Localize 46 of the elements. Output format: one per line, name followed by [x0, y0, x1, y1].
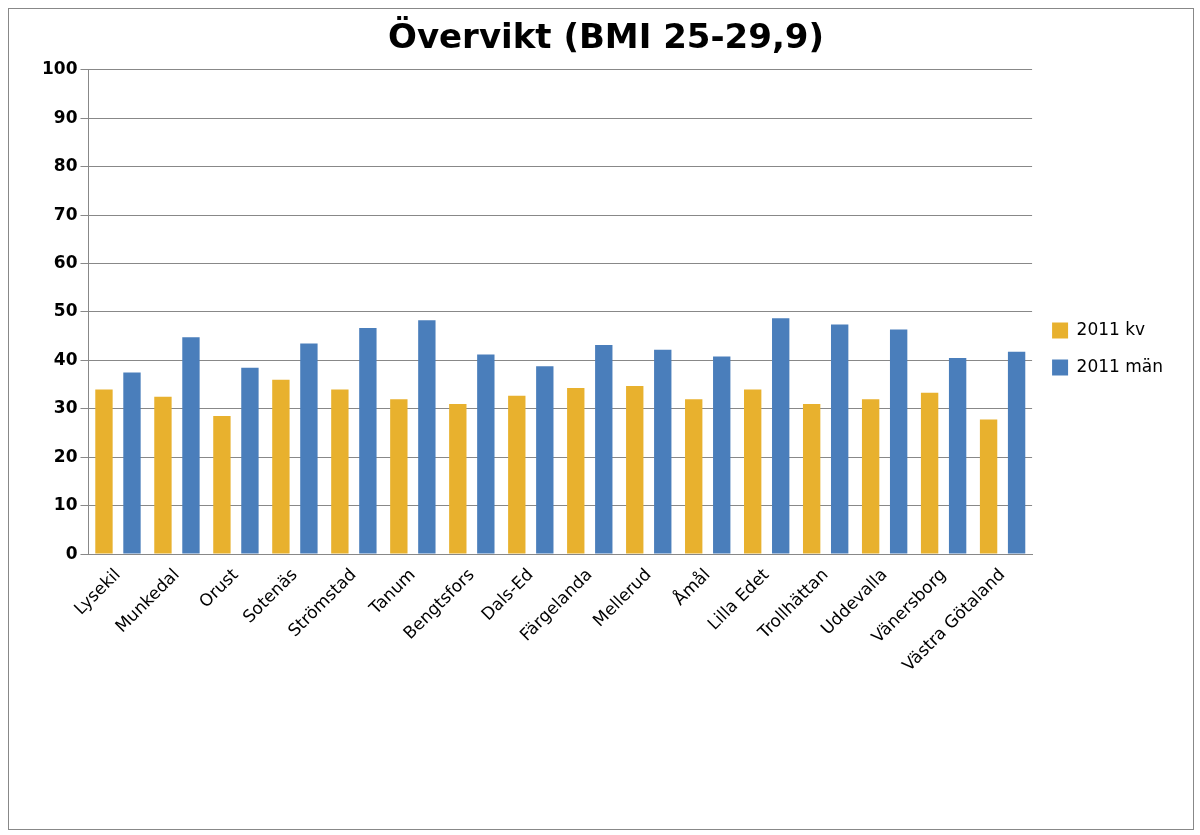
bar — [567, 387, 585, 554]
y-tick-label: 70 — [53, 203, 78, 224]
bar — [390, 399, 408, 554]
bar — [241, 367, 259, 554]
bar — [536, 366, 554, 554]
bar — [1007, 351, 1026, 554]
y-tick-label: 90 — [53, 106, 78, 127]
legend-label: 2011 män — [1076, 355, 1163, 376]
bar — [449, 403, 467, 554]
bar — [979, 419, 998, 554]
bar — [830, 324, 849, 554]
bar — [948, 357, 967, 554]
y-tick-label: 100 — [41, 58, 78, 79]
bar — [300, 343, 318, 554]
bar — [331, 389, 349, 554]
bar — [744, 389, 762, 554]
y-tick-label: 0 — [65, 542, 78, 563]
bar — [654, 349, 672, 554]
bar — [802, 403, 821, 554]
bar — [272, 379, 290, 554]
y-tick-label: 80 — [53, 155, 78, 176]
y-tick-label: 20 — [53, 445, 78, 466]
bar — [626, 386, 644, 554]
bar — [95, 389, 113, 554]
bar — [213, 416, 231, 554]
chart-title: Övervikt (BMI 25-29,9) — [387, 16, 825, 57]
y-tick-label: 10 — [53, 494, 78, 515]
bar — [920, 392, 939, 554]
bar — [685, 399, 703, 554]
bar — [477, 354, 495, 554]
bar — [861, 399, 880, 554]
bar — [508, 395, 526, 554]
bar — [713, 356, 731, 554]
bar — [154, 396, 172, 554]
y-tick-label: 60 — [53, 251, 78, 272]
y-tick-label: 40 — [53, 348, 78, 369]
bar — [359, 327, 377, 554]
bar — [123, 372, 141, 554]
bar — [182, 337, 200, 554]
legend-label: 2011 kv — [1076, 318, 1146, 339]
y-tick-label: 30 — [53, 397, 78, 418]
y-tick-label: 50 — [53, 300, 78, 321]
bar — [889, 329, 908, 554]
bar — [772, 318, 790, 554]
bar — [418, 320, 436, 554]
bar — [595, 344, 613, 554]
